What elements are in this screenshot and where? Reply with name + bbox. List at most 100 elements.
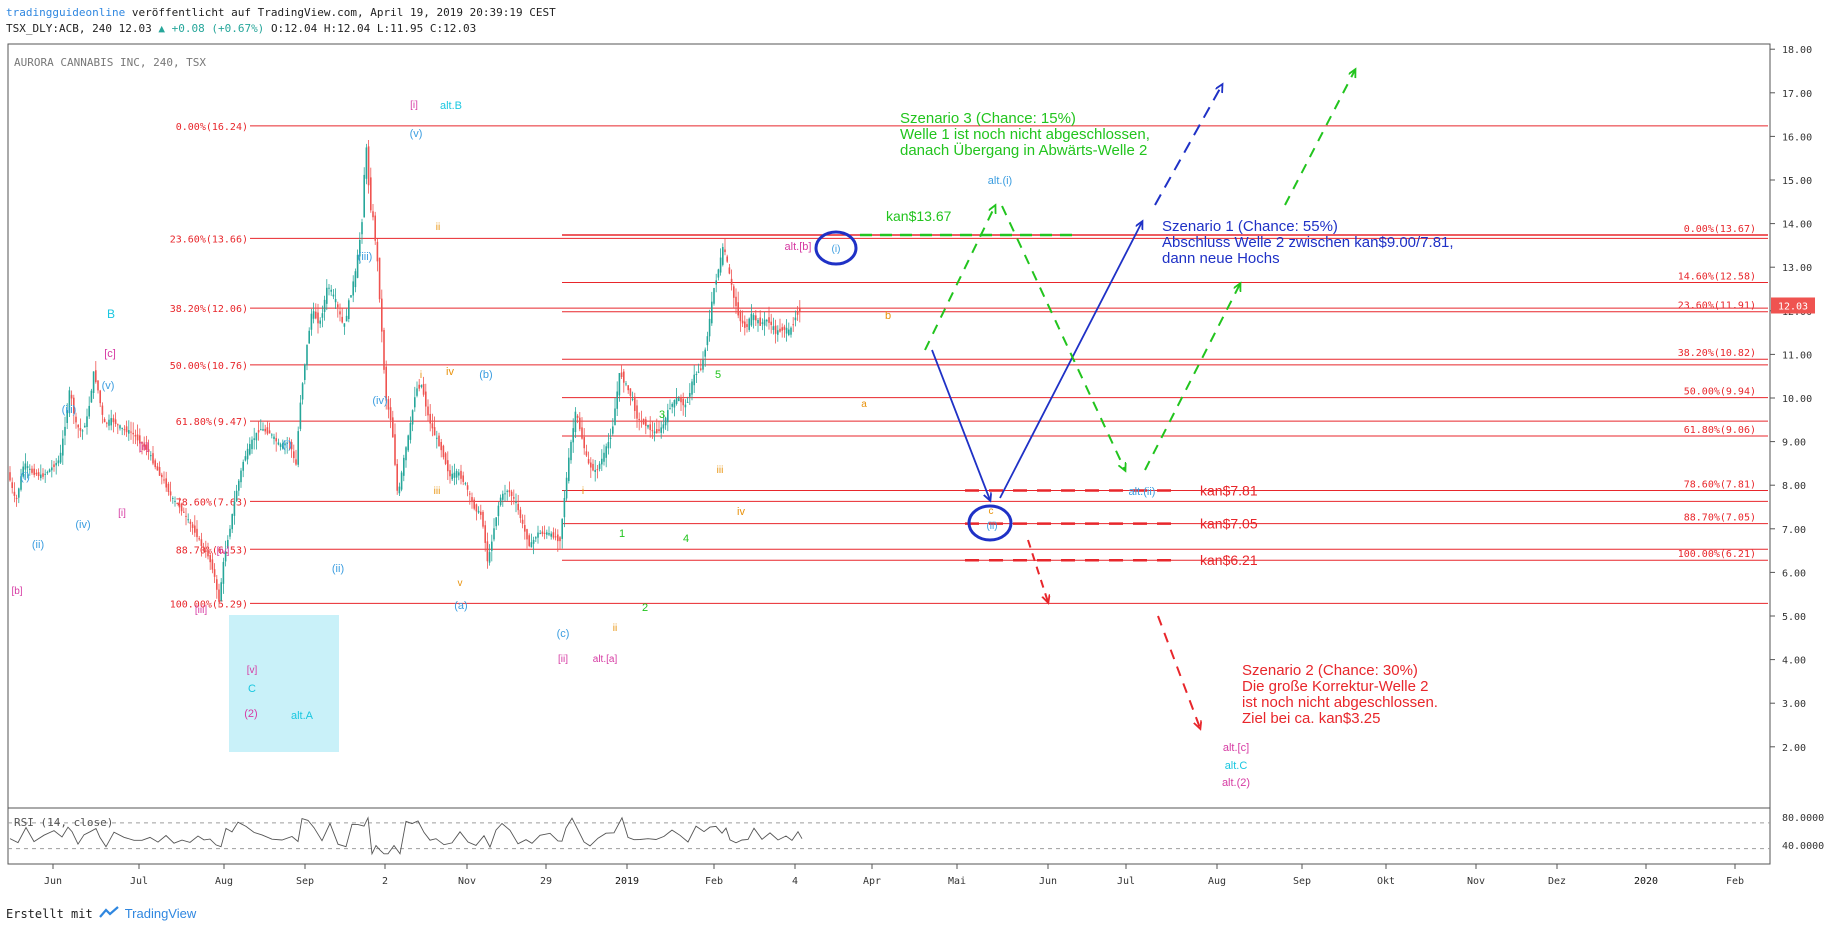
candle-body <box>257 430 260 433</box>
candle-body <box>779 328 781 332</box>
candle-body <box>750 313 753 326</box>
x-tick-label: Feb <box>705 876 723 887</box>
candle-body <box>592 463 594 471</box>
candle-body <box>275 438 277 442</box>
candle-body <box>543 532 546 534</box>
candle-body <box>293 451 295 459</box>
x-tick-label: Nov <box>458 876 476 887</box>
candle-body <box>453 472 456 478</box>
candle-body <box>722 246 724 265</box>
candle-body <box>774 325 777 334</box>
candle-body <box>231 514 233 530</box>
scenario2-arrow-2 <box>1157 615 1200 728</box>
footer-brand[interactable]: TradingView <box>124 906 197 921</box>
candles <box>9 140 801 608</box>
candle-body <box>9 472 11 481</box>
candle-body <box>686 401 689 403</box>
x-tick-label: 2020 <box>1634 876 1658 887</box>
candle-body <box>130 431 132 433</box>
candle-body <box>572 428 574 443</box>
candle-body <box>361 222 363 235</box>
candle-body <box>631 398 634 400</box>
candle-body <box>708 318 711 337</box>
candle-body <box>352 281 354 296</box>
candle-body <box>92 371 95 393</box>
x-tick-label: Sep <box>296 876 314 887</box>
candle-body <box>460 470 462 479</box>
candle-body <box>304 364 306 380</box>
candle-body <box>392 417 394 438</box>
wave-label: (c) <box>557 628 570 640</box>
scenario-text: Szenario 2 (Chance: 30%) <box>1242 662 1418 679</box>
candle-body <box>792 324 794 326</box>
fib-label-left: 88.70%(6.53) <box>176 545 248 556</box>
wave-label: (iii) <box>62 404 77 416</box>
candle-body <box>363 174 365 218</box>
candle-body <box>400 472 403 490</box>
wave-label: b <box>885 310 891 322</box>
y-tick-label: 10.00 <box>1782 394 1812 405</box>
y-tick-label: 15.00 <box>1782 176 1812 187</box>
candle-body <box>394 434 396 465</box>
candle-body <box>711 301 713 324</box>
candle-body <box>770 321 772 325</box>
candle-body <box>114 419 117 425</box>
wave-label: alt.(i) <box>988 175 1012 187</box>
candle-body <box>539 533 541 535</box>
candle-body <box>513 497 515 499</box>
candle-body <box>535 537 537 539</box>
scenario-text: ist noch nicht abgeschlossen. <box>1242 694 1438 711</box>
wave-label: (iv) <box>372 395 387 407</box>
rsi-tick: 40.0000 <box>1782 841 1824 852</box>
candle-body <box>101 405 104 415</box>
candle-body <box>508 490 511 493</box>
candle-body <box>422 383 425 395</box>
candle-body <box>216 579 218 590</box>
candle-body <box>57 460 60 464</box>
candle-body <box>752 315 755 321</box>
author-link[interactable]: tradingguideonline <box>6 6 126 19</box>
candle-body <box>691 381 693 395</box>
y-tick-label: 8.00 <box>1782 481 1806 492</box>
footer-text: Erstellt mit <box>6 906 93 921</box>
candle-body <box>306 344 308 366</box>
candle-body <box>700 368 702 370</box>
candle-body <box>317 312 319 324</box>
candle-body <box>425 391 427 407</box>
candle-body <box>625 383 627 385</box>
chart-title: AURORA CANNABIS INC, 240, TSX <box>14 56 206 69</box>
candle-body <box>447 460 449 472</box>
candle-body <box>145 444 148 450</box>
candle-body <box>570 441 572 461</box>
candle-body <box>673 400 676 408</box>
candle-body <box>150 455 152 457</box>
y-tick-label: 5.00 <box>1782 612 1806 623</box>
candle-body <box>332 294 335 297</box>
fib-label-left: 61.80%(9.47) <box>176 417 248 428</box>
y-tick-label: 13.00 <box>1782 263 1812 274</box>
candle-body <box>429 413 431 424</box>
candle-body <box>321 313 324 318</box>
candle-body <box>455 470 458 478</box>
candle-body <box>442 445 445 458</box>
candle-body <box>183 511 185 513</box>
candle-body <box>279 444 282 447</box>
candle-body <box>264 428 266 432</box>
candle-body <box>238 480 240 491</box>
candle-body <box>328 287 330 289</box>
candle-body <box>565 477 568 499</box>
candle-body <box>59 452 62 463</box>
candle-body <box>253 438 255 440</box>
candle-body <box>612 426 614 434</box>
x-tick-label: Okt <box>1377 876 1395 887</box>
candle-body <box>229 528 231 537</box>
scenario-text: Abschluss Welle 2 zwischen kan$9.00/7.81… <box>1162 234 1454 251</box>
candle-body <box>488 552 491 563</box>
x-tick-label: Nov <box>1467 876 1485 887</box>
wave-label: iii <box>717 465 724 476</box>
candle-body <box>156 466 159 471</box>
fib-label-right: 100.00%(6.21) <box>1678 549 1756 560</box>
candle-body <box>757 320 759 324</box>
wave-label: [ii] <box>139 442 149 453</box>
